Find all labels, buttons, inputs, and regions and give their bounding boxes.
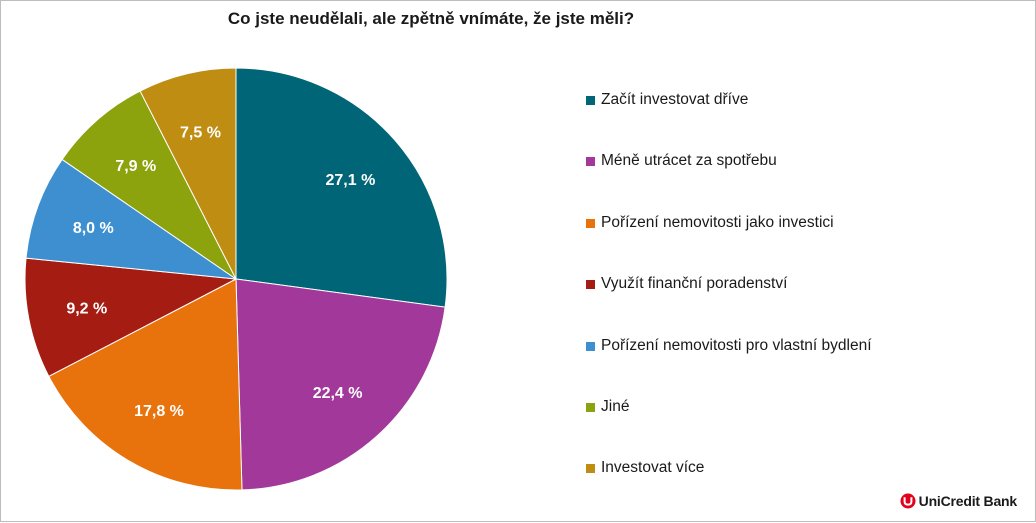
pie-slice: [235, 67, 448, 308]
legend-swatch: [586, 464, 595, 474]
legend-item: Pořízení nemovitosti pro vlastní bydlení: [586, 337, 872, 398]
chart-title: Co jste neudělali, ale zpětně vnímáte, ž…: [227, 9, 635, 28]
legend-swatch: [586, 96, 595, 105]
legend-swatch: [586, 218, 595, 228]
legend-swatch: [586, 157, 595, 167]
pie-slice: [25, 158, 237, 280]
legend-swatch: [586, 341, 595, 351]
legend-label: Pořízení nemovitosti jako investici: [601, 213, 834, 231]
legend-label: Investovat více: [601, 459, 705, 477]
legend-item: Pořízení nemovitosti jako investici: [586, 214, 872, 275]
unicredit-logo: UniCredit Bank: [900, 493, 1017, 509]
slice-data-label: 9,2 %: [66, 301, 107, 318]
legend-item: Jiné: [586, 398, 872, 459]
slice-data-label: 27,1 %: [325, 172, 375, 189]
pie-slice: [24, 257, 238, 378]
legend-item: Méně utrácet za spotřebu: [586, 152, 872, 213]
unicredit-logo-icon: [900, 493, 916, 509]
chart-legend: Začít investovat dříve Méně utrácet za s…: [586, 91, 872, 521]
pie-labels: 27,1 % 22,4 % 17,8 % 9,2 % 8,0 % 7,9 % 7,5 %: [66, 124, 375, 420]
legend-label: Jiné: [601, 397, 630, 415]
pie-slice: [139, 67, 237, 280]
legend-item: Začít investovat dříve: [586, 91, 872, 152]
pie-slice: [61, 90, 237, 280]
legend-label: Pořízení nemovitosti pro vlastní bydlení: [601, 336, 872, 354]
pie-slice: [48, 278, 243, 491]
legend-swatch: [586, 402, 595, 412]
legend-label: Začít investovat dříve: [601, 91, 749, 108]
legend-swatch: [586, 280, 595, 290]
slice-data-label: 7,5 %: [180, 124, 221, 141]
pie-slices: [24, 67, 448, 491]
legend-item: Investovat více: [586, 459, 872, 520]
slice-data-label: 7,9 %: [115, 158, 156, 175]
legend-item: Využít finanční poradenství: [586, 275, 872, 336]
legend-label: Využít finanční poradenství: [601, 275, 788, 293]
slice-data-label: 17,8 %: [134, 403, 184, 420]
slice-data-label: 22,4 %: [313, 385, 363, 402]
pie-slice: [235, 278, 446, 491]
legend-label: Méně utrácet za spotřebu: [601, 152, 777, 170]
logo-text: UniCredit Bank: [918, 493, 1018, 509]
slice-data-label: 8,0 %: [73, 220, 114, 237]
